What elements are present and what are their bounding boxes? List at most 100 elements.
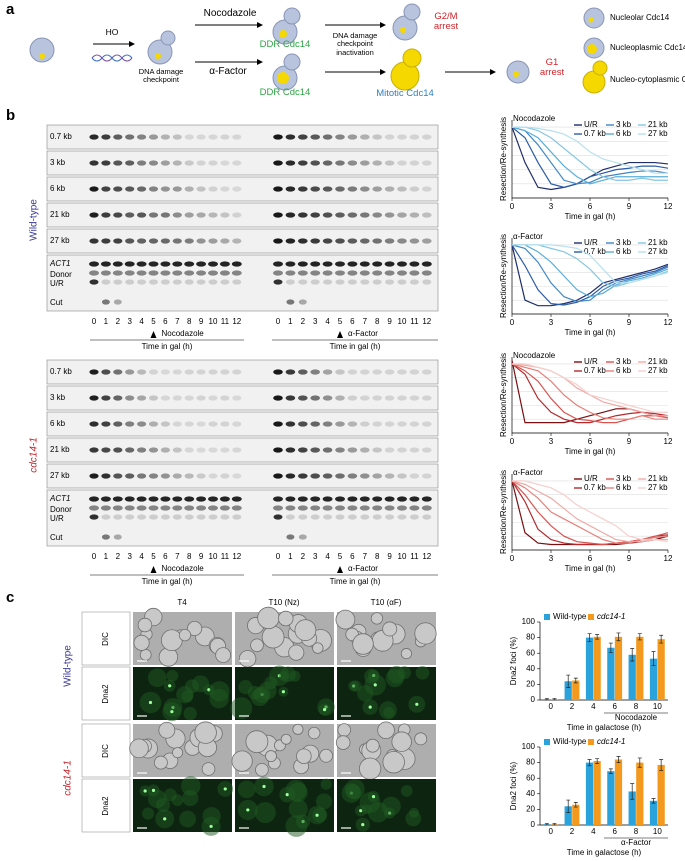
blot-band: [397, 421, 407, 427]
focus: [315, 813, 319, 817]
blot-band: [172, 261, 183, 267]
y-tick-label: 100: [522, 742, 536, 751]
bar: [614, 636, 623, 700]
lane-label: 12: [422, 552, 431, 561]
legend-label: 21 kb: [648, 357, 668, 366]
blot-band: [322, 496, 333, 502]
annotation: α-Factor: [621, 838, 651, 847]
lane-label: 5: [338, 552, 343, 561]
legend-label: 21 kb: [648, 474, 668, 483]
blot-band: [160, 270, 171, 276]
cell: [257, 606, 280, 630]
blot-band: [231, 270, 242, 276]
x-tick-label: 3: [549, 318, 554, 327]
cell: [292, 723, 304, 735]
lane-label: 3: [127, 552, 132, 561]
blot-band: [397, 473, 407, 479]
legend-label: Nucleo-cytoplasmic Cdc14: [610, 75, 685, 84]
blot-band: [397, 270, 407, 276]
blot-band: [113, 514, 123, 520]
axis-title: Time in gal (h): [330, 342, 381, 351]
lane-label: 8: [187, 552, 192, 561]
cell-signal: [400, 785, 413, 797]
blot-band: [298, 534, 307, 540]
blot-band: [208, 261, 218, 267]
blot-band: [89, 514, 99, 520]
blot-band: [208, 270, 218, 276]
focus: [415, 702, 419, 706]
blot-band: [422, 473, 432, 479]
blot-band: [372, 505, 383, 511]
row-box: [81, 778, 131, 833]
x-tick-label: 4: [591, 827, 596, 836]
blot-band: [397, 447, 407, 453]
blot-band: [421, 496, 432, 502]
legend-label: cdc14-1: [597, 737, 625, 746]
blot-band: [397, 238, 407, 244]
lane-label: 5: [151, 552, 156, 561]
blot-band: [160, 261, 171, 267]
blot-band: [113, 473, 123, 479]
blot-band: [196, 496, 207, 502]
blot-band: [310, 496, 321, 502]
lane-label: 11: [221, 317, 230, 326]
blot-band: [298, 421, 308, 427]
blot-band: [172, 395, 182, 401]
x-tick-label: 12: [664, 318, 673, 327]
blot-band: [112, 270, 123, 276]
focus: [285, 793, 289, 797]
cell: [201, 762, 216, 776]
blot-band: [232, 160, 242, 166]
blot-band: [160, 473, 170, 479]
blot-band: [113, 369, 123, 375]
blot-band: [137, 421, 147, 427]
cell: [337, 723, 351, 737]
cell-signal: [288, 799, 308, 819]
blot-band: [360, 514, 370, 520]
blot-band: [397, 134, 407, 140]
blot-band: [372, 473, 383, 479]
error-bar: [659, 634, 664, 644]
blot-band: [101, 514, 111, 520]
blot-panel: [46, 385, 439, 411]
blot-band: [208, 238, 218, 244]
blot-band: [347, 212, 358, 218]
blot-band: [298, 447, 308, 453]
blot-band: [384, 447, 395, 453]
cell-signal: [345, 784, 361, 800]
blot-band: [220, 212, 230, 218]
blot-band: [89, 369, 99, 375]
blot-band: [160, 238, 170, 244]
axis-title: Time in gal (h): [330, 577, 381, 586]
lane-label: 4: [139, 552, 144, 561]
blot-band: [273, 212, 283, 218]
blot-band: [347, 134, 358, 140]
blot-band: [160, 279, 170, 285]
blot-band: [220, 514, 230, 520]
blot-band: [422, 160, 432, 166]
error-bar: [587, 633, 592, 642]
blot-band: [137, 395, 147, 401]
blot-band: [297, 261, 308, 267]
blot-band: [409, 421, 420, 427]
lane-label: 7: [175, 552, 180, 561]
legend-label: 3 kb: [616, 357, 632, 366]
blot-band: [89, 279, 99, 285]
row-label: 3 kb: [50, 158, 66, 167]
blot-band: [148, 496, 159, 502]
blot-band: [148, 261, 159, 267]
cell: [280, 733, 292, 745]
blot-band: [232, 447, 242, 453]
series-line: [512, 126, 668, 174]
blot-band: [184, 369, 194, 375]
focus: [322, 707, 327, 712]
blot-band: [89, 473, 99, 479]
x-tick-label: 3: [549, 554, 554, 563]
blot-band: [125, 395, 135, 401]
row-label: ACT1: [49, 494, 70, 503]
blot-band: [422, 212, 432, 218]
chart-title: α-Factor: [513, 232, 543, 241]
blot-band: [220, 447, 230, 453]
legend-label: 0.7 kb: [584, 247, 606, 256]
blot-band: [298, 238, 308, 244]
